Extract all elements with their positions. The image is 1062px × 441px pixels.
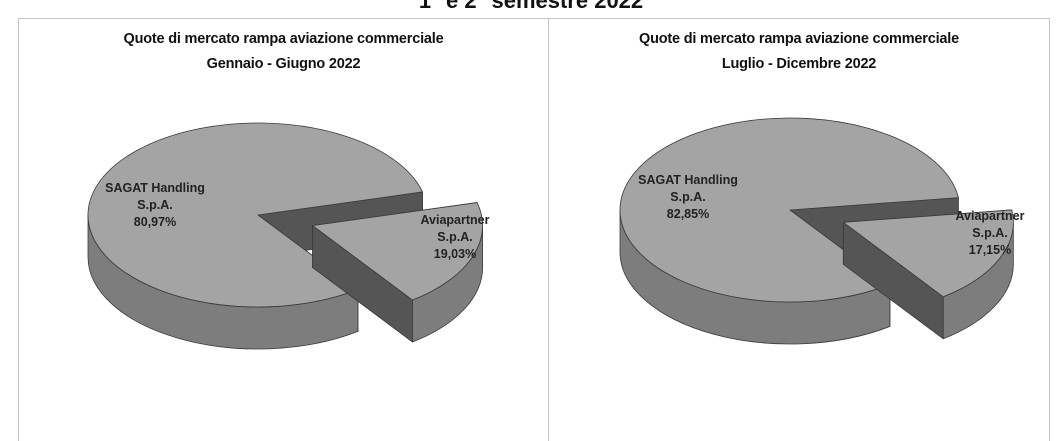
slice-label: Aviapartner S.p.A. 19,03% xyxy=(405,212,505,263)
chart-title: Quote di mercato rampa aviazione commerc… xyxy=(123,31,444,47)
category-label: Aviapartner S.p.A. xyxy=(420,213,490,244)
slice xyxy=(842,209,1014,298)
chart-subtitle: Luglio - Dicembre 2022 xyxy=(721,56,877,72)
value-label: 17,15% xyxy=(968,243,1012,257)
slice-label: SAGAT Handling S.p.A. 80,97% xyxy=(95,180,215,231)
category-label: Aviapartner S.p.A. xyxy=(955,209,1025,240)
slice xyxy=(312,202,483,301)
category-label: SAGAT Handling S.p.A. xyxy=(638,173,738,204)
chart-subtitle: Gennaio - Giugno 2022 xyxy=(206,56,361,72)
value-label: 80,97% xyxy=(133,215,177,229)
slice xyxy=(619,117,959,303)
chart-title: Quote di mercato rampa aviazione commerc… xyxy=(639,31,959,47)
slice-label: SAGAT Handling S.p.A. 82,85% xyxy=(628,172,748,223)
slice xyxy=(87,122,423,308)
value-label: 82,85% xyxy=(666,207,710,221)
chart-panel: Quote di mercato rampa aviazione commerc… xyxy=(548,18,1050,441)
slice-label: Aviapartner S.p.A. 17,15% xyxy=(950,208,1030,259)
category-label: SAGAT Handling S.p.A. xyxy=(105,181,205,212)
heading: 1° e 2° semestre 2022 xyxy=(418,0,644,13)
value-label: 19,03% xyxy=(433,247,477,261)
